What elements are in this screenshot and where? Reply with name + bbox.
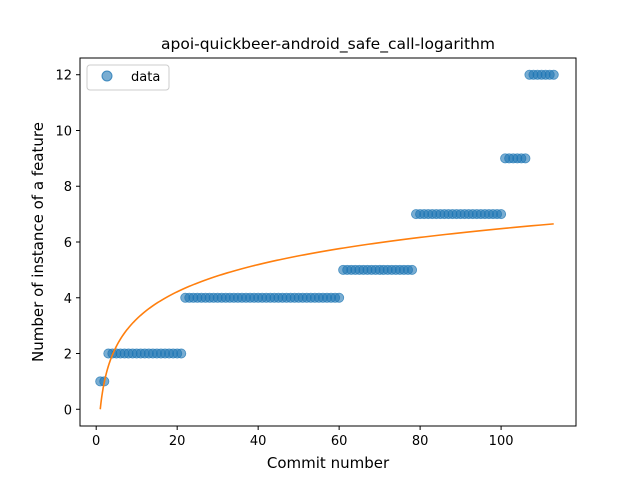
data-point	[548, 69, 559, 80]
y-tick-label: 12	[55, 69, 72, 84]
data-point	[176, 348, 187, 359]
axes-frame	[79, 57, 577, 427]
y-tick-label: 2	[64, 348, 72, 363]
y-tick-label: 10	[55, 124, 72, 139]
x-tick-label: 100	[489, 434, 514, 449]
data-point	[520, 153, 531, 164]
y-axis: 0 2 4 6 8 10 12	[55, 69, 80, 418]
y-tick-label: 0	[64, 403, 72, 418]
fit-curve-line	[99, 223, 554, 410]
x-axis: 0 20 40 60 80 100	[92, 426, 514, 449]
data-point	[334, 292, 345, 303]
data-point	[407, 264, 418, 275]
y-tick-label: 4	[64, 292, 72, 307]
y-tick-label: 8	[64, 180, 72, 195]
y-tick-label: 6	[64, 236, 72, 251]
x-tick-label: 80	[412, 434, 429, 449]
data-point	[496, 209, 507, 220]
legend-marker-data	[101, 70, 113, 82]
x-tick-label: 60	[331, 434, 348, 449]
plot-area	[95, 69, 559, 410]
chart-title: apoi-quickbeer-android_safe_call-logarit…	[161, 35, 495, 54]
x-axis-label: Commit number	[267, 454, 390, 472]
legend-label-data: data	[131, 70, 160, 85]
legend: data	[86, 64, 170, 91]
y-axis-label: Number of instance of a feature	[29, 122, 47, 362]
x-tick-label: 40	[250, 434, 267, 449]
x-tick-label: 0	[92, 434, 100, 449]
x-tick-label: 20	[169, 434, 186, 449]
